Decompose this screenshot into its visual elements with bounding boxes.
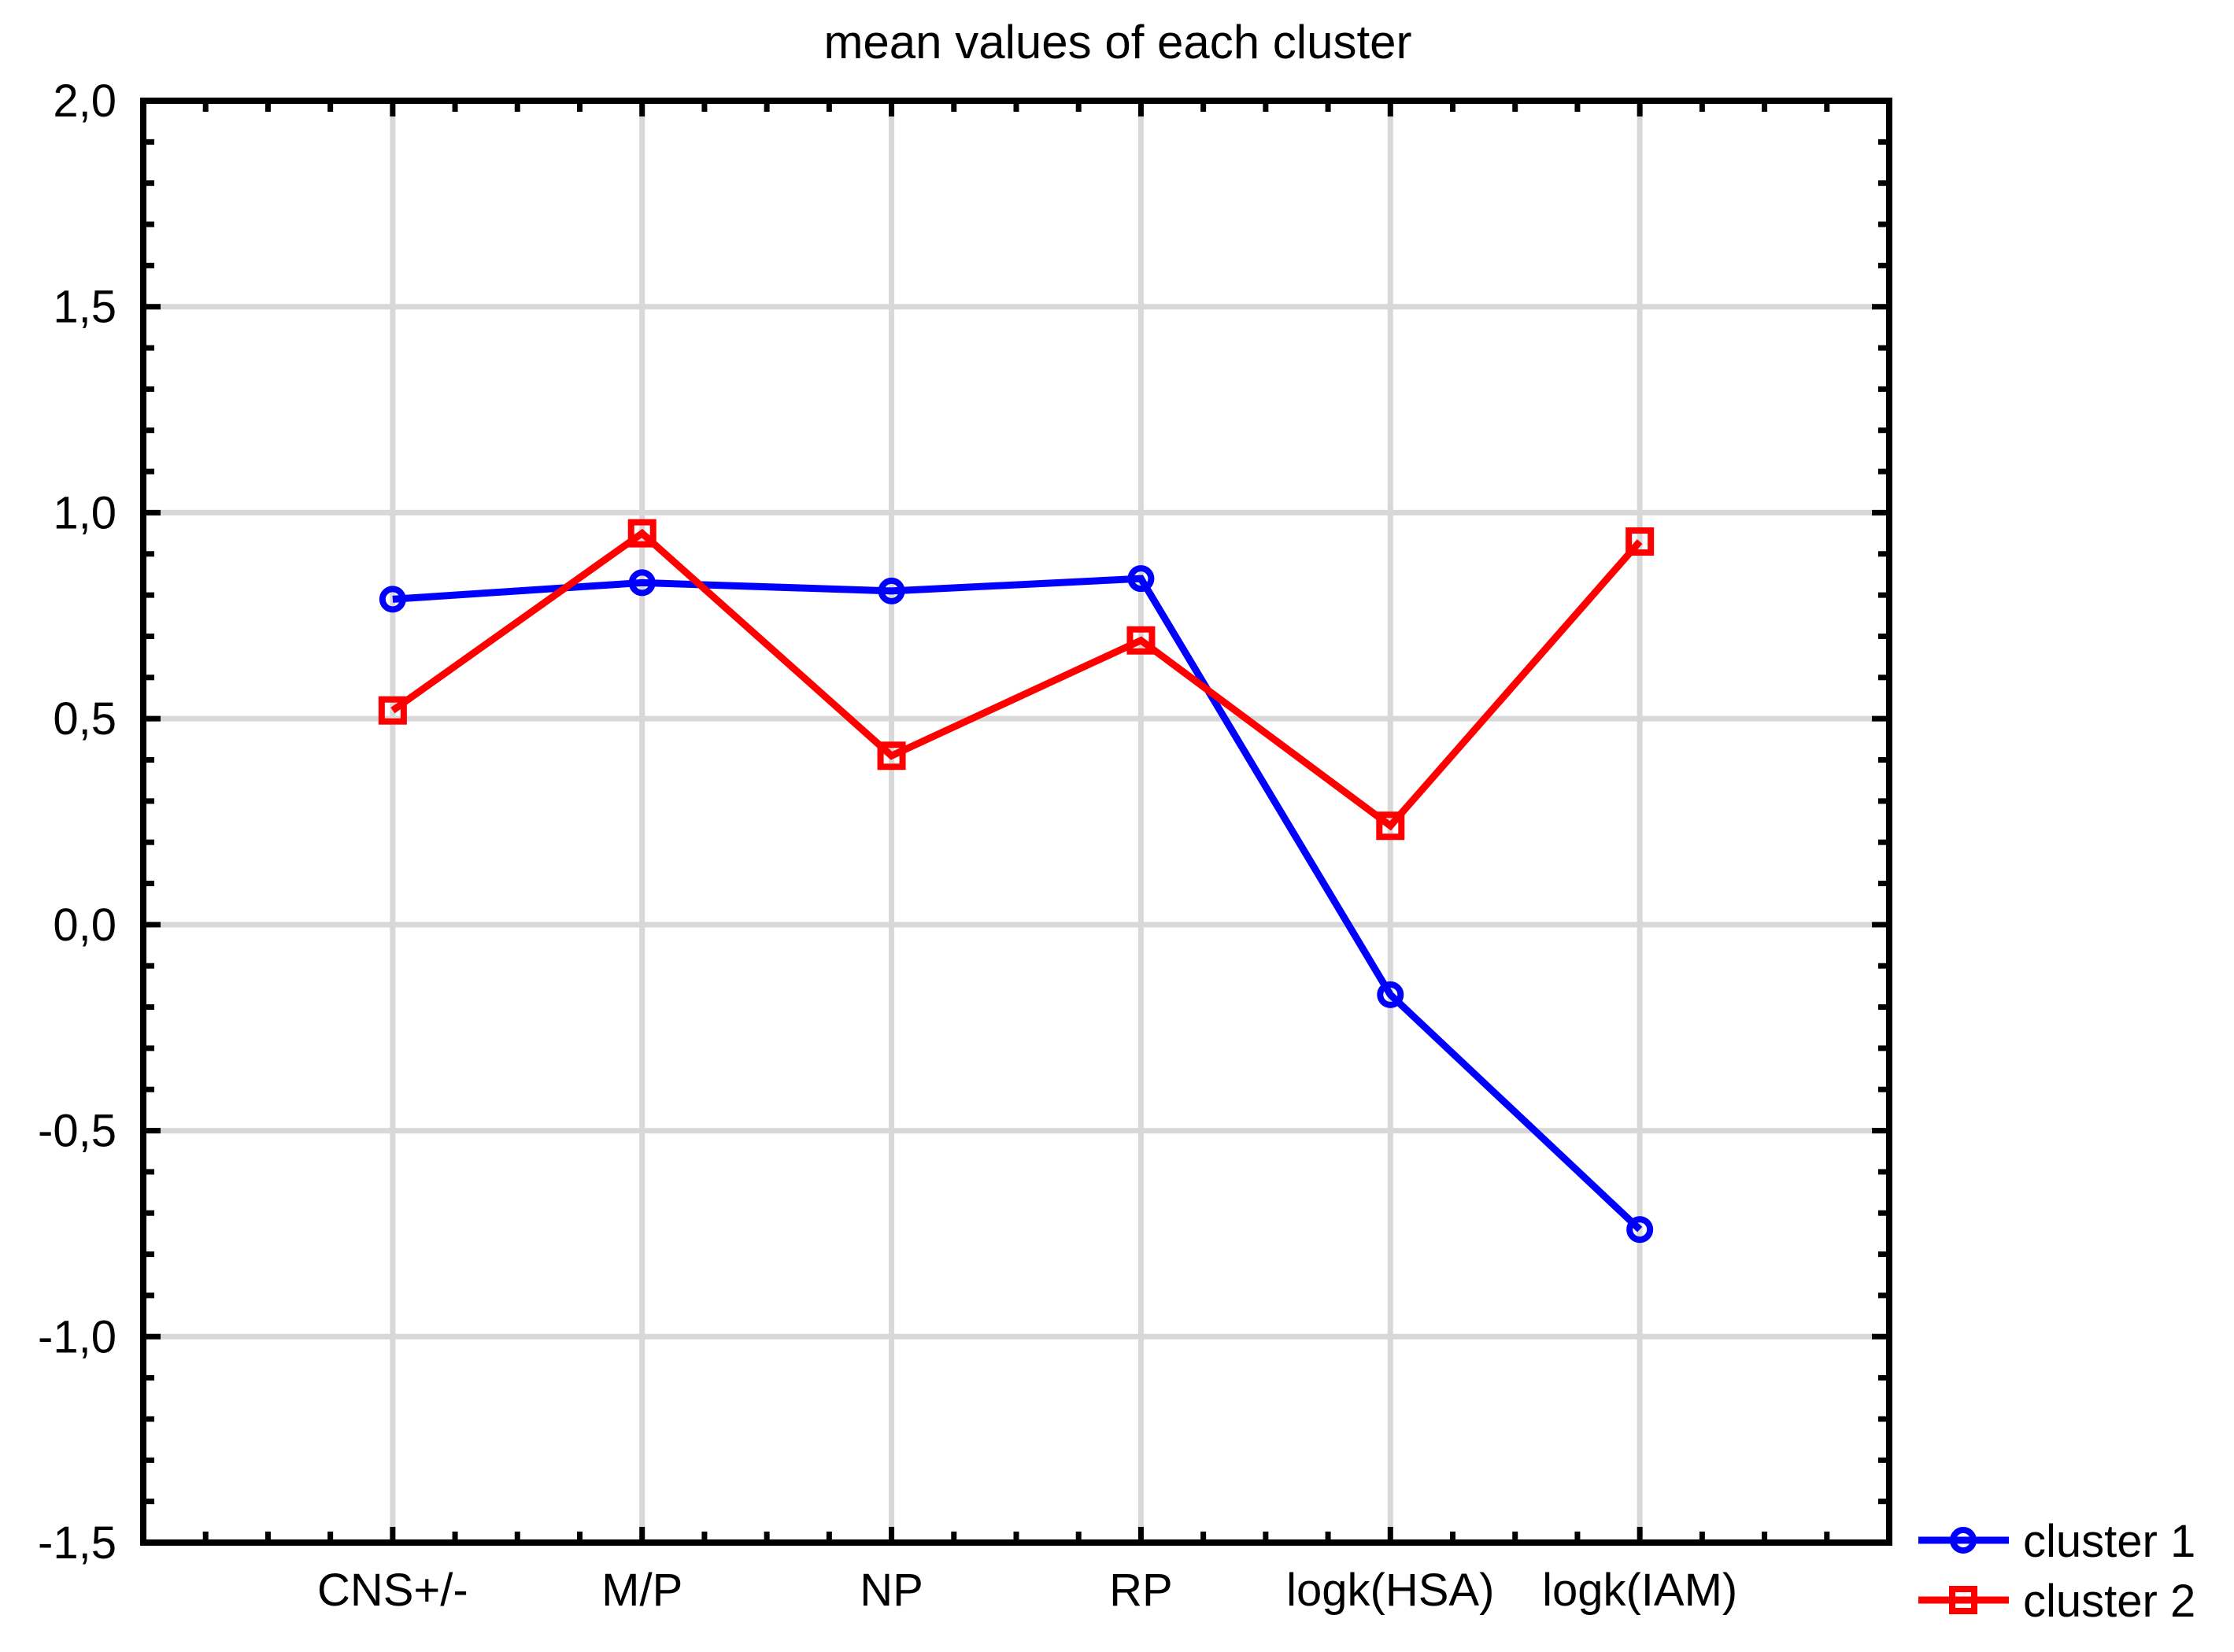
plot-border [140, 98, 1892, 1546]
data-point-cluster-2 [1376, 811, 1405, 841]
data-point-cluster-2 [1626, 527, 1655, 556]
x-category-label: M/P [601, 1565, 682, 1616]
chart-title: mean values of each cluster [823, 16, 1411, 68]
y-tick-label: 0,0 [53, 900, 117, 951]
x-category-label: logk(HSA) [1286, 1565, 1494, 1616]
legend-label: cluster 1 [2023, 1516, 2195, 1567]
y-tick-label: 1,5 [53, 282, 117, 333]
legend-marker-square [1949, 1586, 1977, 1614]
data-point-cluster-1 [1127, 565, 1155, 593]
x-category-label: RP [1109, 1565, 1173, 1616]
data-point-cluster-1 [628, 569, 656, 597]
x-category-label: CNS+/- [317, 1565, 468, 1616]
x-category-label: NP [860, 1565, 923, 1616]
series-line-cluster-2 [390, 528, 1643, 831]
legend-label: cluster 2 [2023, 1576, 2195, 1627]
data-point-cluster-1 [379, 586, 406, 613]
data-point-cluster-2 [627, 519, 657, 548]
y-tick-label: -0,5 [38, 1106, 117, 1157]
data-point-cluster-1 [1626, 1216, 1654, 1244]
legend-marker-circle [1950, 1527, 1977, 1554]
y-tick-label: -1,5 [38, 1517, 117, 1569]
data-point-cluster-1 [1377, 981, 1404, 1008]
y-tick-label: 2,0 [53, 76, 117, 127]
data-point-cluster-2 [1126, 626, 1156, 655]
y-tick-label: 0,5 [53, 693, 117, 745]
x-category-label: logk(IAM) [1542, 1565, 1737, 1616]
data-point-cluster-1 [878, 577, 905, 604]
data-point-cluster-2 [378, 696, 407, 725]
series-line-cluster-1 [392, 575, 1643, 1233]
y-tick-label: 1,0 [53, 487, 117, 538]
y-tick-label: -1,0 [38, 1311, 117, 1362]
data-point-cluster-2 [877, 741, 906, 771]
